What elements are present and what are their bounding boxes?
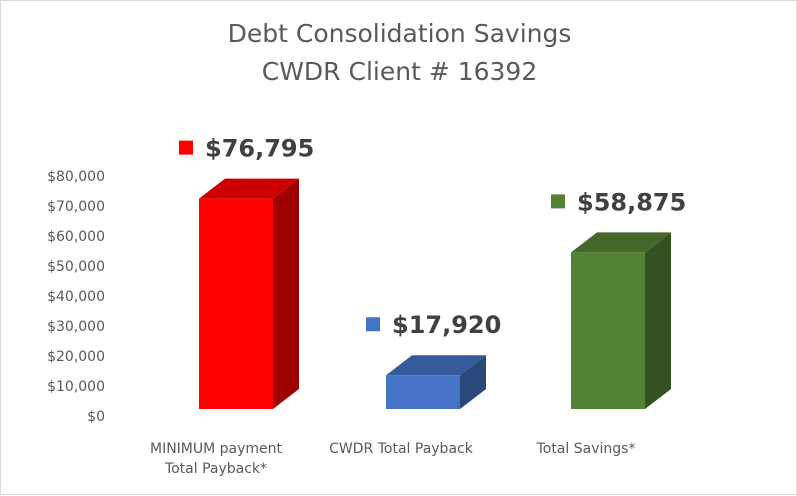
y-tick-label: $70,000 [47,199,105,215]
x-tick-label: Total Savings* [536,441,636,457]
bar-top [571,232,671,253]
chart-subtitle: CWDR Client # 16392 [261,57,538,86]
y-tick-label: $80,000 [47,169,105,185]
bar-side [645,232,671,409]
x-tick-label: Total Payback* [164,461,267,477]
bar [571,252,645,409]
y-tick-label: $0 [87,409,105,425]
y-tick-label: $30,000 [47,319,105,335]
x-tick-label: CWDR Total Payback [329,441,474,457]
y-tick-label: $10,000 [47,379,105,395]
data-label-key [366,317,380,332]
data-label-key [551,194,565,209]
data-label: $58,875 [577,188,686,216]
bar-top [386,355,486,376]
y-tick-label: $60,000 [47,229,105,245]
y-tick-label: $20,000 [47,349,105,365]
x-tick-label: MINIMUM payment [150,441,283,457]
bar-side [273,178,299,409]
bar [386,375,460,409]
bar-top [199,178,299,199]
data-label: $17,920 [392,311,501,339]
y-tick-label: $40,000 [47,289,105,305]
data-label-key [179,140,193,155]
chart-title: Debt Consolidation Savings [227,19,572,48]
data-label: $76,795 [205,135,314,163]
bar-side [460,355,486,409]
bar [199,198,273,409]
y-tick-label: $50,000 [47,259,105,275]
